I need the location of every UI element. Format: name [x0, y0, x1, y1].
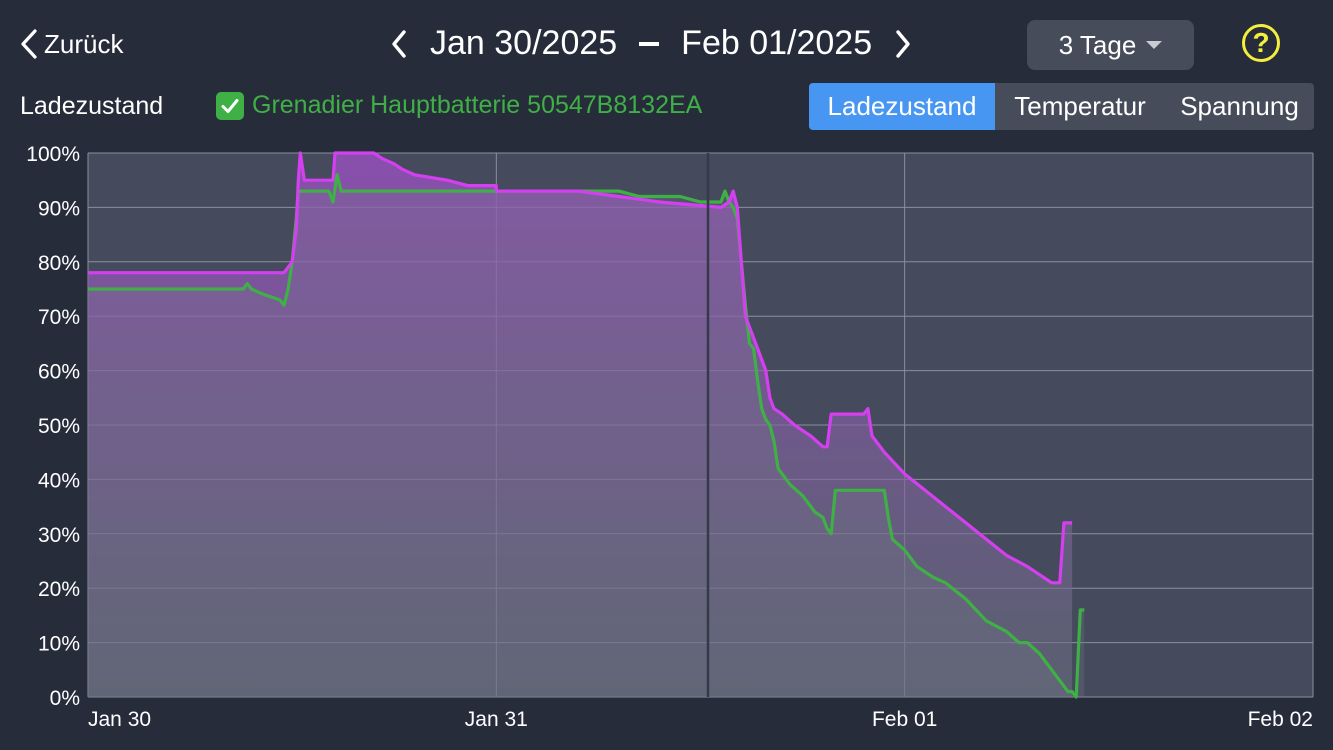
caret-down-icon	[1146, 41, 1163, 49]
series-fill	[88, 153, 1085, 698]
x-tick-label: Feb 01	[872, 708, 937, 731]
range-label: 3 Tage	[1058, 29, 1137, 60]
tab-label: Spannung	[1180, 91, 1299, 121]
previous-range-button[interactable]	[390, 29, 408, 59]
top-bar: Zurück Jan 30/2025 Feb 01/2025 3 Tage ?	[0, 0, 1333, 90]
tab-label: Ladezustand	[827, 91, 977, 121]
y-tick-label: 70%	[38, 306, 80, 329]
series-line	[88, 173, 1085, 699]
y-tick-label: 10%	[38, 633, 80, 656]
date-from: Jan 30/2025	[430, 24, 618, 62]
y-tick-label: 50%	[38, 415, 80, 438]
x-tick-label: Jan 30	[88, 708, 151, 731]
checkbox-checked-icon[interactable]	[216, 91, 244, 120]
series-area	[88, 153, 1073, 697]
y-tick-label: 40%	[38, 469, 80, 492]
y-axis-labels: 0% 10% 20% 30% 40% 50% 60% 70% 80% 90% 100%	[26, 143, 80, 710]
back-label: Zurück	[44, 28, 124, 59]
device-toggle[interactable]: Grenadier Hauptbatterie 50547B8132EA	[216, 91, 702, 120]
next-range-button[interactable]	[894, 29, 912, 59]
date-navigator: Jan 30/2025 Feb 01/2025	[390, 24, 912, 63]
tab-ladezustand[interactable]: Ladezustand	[809, 83, 995, 130]
date-to: Feb 01/2025	[681, 24, 873, 62]
series-area	[88, 174, 1085, 698]
y-tick-label: 90%	[38, 197, 80, 220]
chevron-left-icon	[392, 29, 406, 58]
soc-chart: 0% 10% 20% 30% 40% 50% 60% 70% 80% 90% 100% Jan 30…	[26, 143, 1314, 731]
y-tick-label: 100%	[26, 143, 80, 166]
y-tick-label: 0%	[50, 687, 80, 710]
x-axis-labels: Jan 30 Jan 31 Feb 01 Feb 02	[88, 708, 1313, 731]
series-line	[88, 151, 1073, 585]
back-button[interactable]: Zurück	[20, 28, 123, 60]
x-tick-label: Feb 02	[1248, 708, 1313, 731]
checkmark-icon	[221, 98, 239, 113]
y-tick-label: 60%	[38, 361, 80, 384]
y-tick-label: 30%	[38, 524, 80, 547]
device-label: Grenadier Hauptbatterie 50547B8132EA	[252, 91, 703, 119]
y-tick-label: 20%	[38, 578, 80, 601]
help-icon: ?	[1252, 27, 1270, 58]
x-tick-label: Jan 31	[465, 708, 528, 731]
tab-spannung[interactable]: Spannung	[1165, 83, 1314, 130]
metric-tabs: Ladezustand Temperatur Spannung	[809, 83, 1314, 130]
series-lines	[88, 151, 1085, 699]
tab-label: Temperatur	[1014, 91, 1146, 121]
tab-temperatur[interactable]: Temperatur	[995, 83, 1165, 130]
chevron-left-icon	[21, 29, 37, 59]
section-label: Ladezustand	[20, 92, 164, 120]
date-separator	[639, 41, 660, 46]
chevron-right-icon	[896, 29, 910, 58]
y-tick-label: 80%	[38, 252, 80, 275]
help-button[interactable]: ?	[1242, 24, 1280, 62]
range-dropdown[interactable]: 3 Tage	[1027, 20, 1194, 70]
